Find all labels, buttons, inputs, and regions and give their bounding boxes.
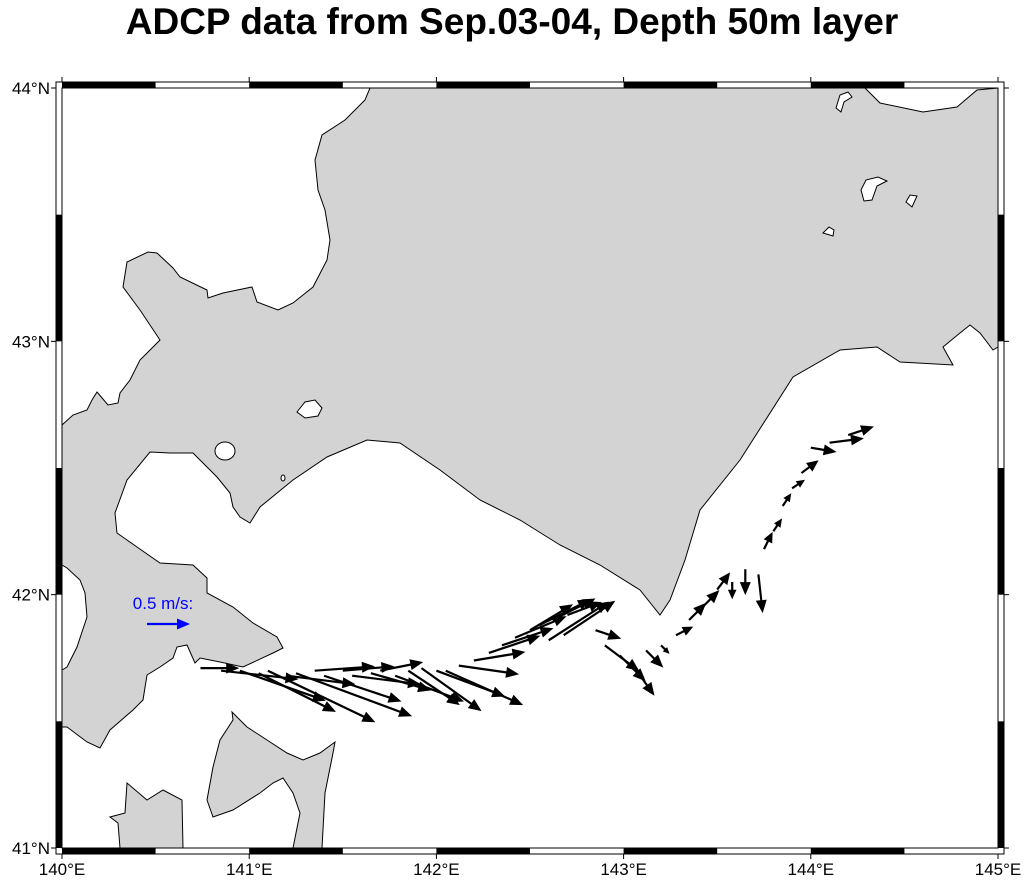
frame-segment	[436, 848, 530, 854]
current-vector-arrow	[445, 669, 524, 706]
current-vector-arrow	[314, 661, 375, 673]
x-tick-label: 143°E	[600, 860, 647, 879]
current-vector-arrow	[295, 672, 413, 717]
y-tick-label: 41°N	[12, 839, 50, 858]
frame-segment	[998, 468, 1004, 595]
frame-segment	[998, 214, 1004, 342]
current-vector-arrow	[370, 672, 432, 693]
x-tick-label: 140°E	[39, 860, 86, 879]
current-vector-arrow	[407, 669, 460, 706]
current-vector-arrow	[688, 602, 707, 621]
frame-segment	[623, 82, 718, 88]
current-vector-arrow	[286, 674, 356, 689]
map-frame	[55, 81, 1005, 855]
frame-segment	[249, 848, 343, 854]
hokkaido-landmass	[61, 87, 999, 749]
current-vector-arrow	[380, 659, 424, 672]
current-vector-arrow	[810, 444, 837, 456]
legend-label: 0.5 m/s:	[133, 594, 193, 613]
current-vector-arrow	[772, 518, 782, 532]
current-vector-arrow	[791, 479, 805, 490]
current-vector-arrow	[675, 626, 694, 637]
current-vector-arrow	[501, 627, 554, 647]
current-vector-arrow	[514, 616, 567, 639]
legend-arrow-icon	[147, 618, 190, 630]
current-vector-arrow	[563, 600, 616, 637]
tsugaru-peninsula	[108, 781, 184, 849]
legend-arrow	[147, 618, 190, 630]
current-vector-arrow	[488, 634, 541, 654]
current-vector-arrow	[645, 649, 664, 668]
current-vector-arrow	[781, 493, 792, 507]
frame-segment	[249, 82, 343, 88]
y-tick-label: 42°N	[12, 586, 50, 605]
frame-segment	[810, 82, 905, 88]
current-vector-arrow	[548, 601, 609, 642]
lake	[905, 194, 918, 208]
x-tick-label: 142°E	[413, 860, 460, 879]
frame-segment	[62, 848, 156, 854]
current-vector-arrow	[342, 662, 395, 673]
x-tick-label: 141°E	[226, 860, 273, 879]
frame-segment	[623, 848, 718, 854]
frame-segment	[62, 82, 156, 88]
lake	[835, 91, 853, 113]
lake	[822, 226, 835, 237]
lakes	[214, 91, 918, 482]
frame-segment	[56, 468, 62, 595]
current-vector-arrow	[323, 674, 402, 703]
lake	[296, 399, 323, 419]
tick-labels: 140°E 141°E 142°E 143°E 144°E 145°E 41°N 42°N 43…	[12, 77, 1021, 879]
x-tick-label: 144°E	[788, 860, 835, 879]
current-vector-arrow	[473, 648, 526, 662]
current-vector-arrow	[567, 601, 602, 616]
y-tick-label: 44°N	[12, 79, 50, 98]
current-vector-arrow	[552, 598, 596, 621]
x-tick-label: 145°E	[975, 860, 1022, 879]
current-vector-arrow	[755, 574, 767, 614]
current-vector-arrow	[420, 667, 482, 712]
current-vector-arrow	[595, 629, 622, 640]
current-vector-arrow	[727, 582, 737, 600]
current-vector-arrow	[829, 434, 864, 446]
frame-segment	[998, 721, 1004, 848]
current-vector-arrow	[458, 664, 520, 678]
y-tick-label: 43°N	[12, 332, 50, 351]
current-vector-arrow	[221, 669, 299, 684]
current-vector-arrow	[701, 590, 720, 609]
frame-segment	[436, 82, 530, 88]
lake	[860, 176, 889, 202]
current-vector-arrow	[352, 674, 421, 689]
frame-segment	[56, 721, 62, 848]
frame-segment	[56, 214, 62, 342]
current-vector-arrow	[258, 672, 336, 712]
current-vector-arrow	[763, 531, 773, 550]
shimokita-peninsula	[206, 710, 336, 849]
scale-legend: 0.5 m/s:	[133, 594, 193, 630]
current-vector-arrow	[800, 460, 819, 474]
current-vector-arrow	[267, 669, 376, 723]
land	[61, 87, 999, 849]
current-vector-arrow	[847, 425, 874, 437]
lake	[280, 474, 286, 482]
current-vector-arrow	[739, 569, 751, 596]
map-title: ADCP data from Sep.03-04, Depth 50m laye…	[125, 1, 899, 42]
current-vector-arrow	[632, 665, 655, 696]
current-vector-arrow	[660, 644, 670, 654]
lake	[214, 441, 236, 461]
frame-segment	[810, 848, 905, 854]
current-vectors	[200, 425, 874, 723]
current-vector-arrow	[716, 572, 731, 591]
